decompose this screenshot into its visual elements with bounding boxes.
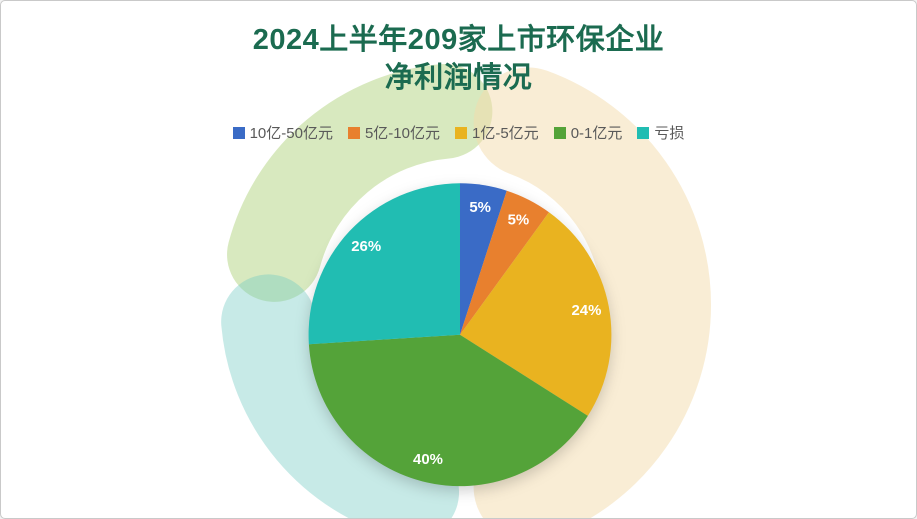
slice-label-4: 26% <box>351 238 381 255</box>
pie-slice-1 <box>459 190 549 335</box>
legend-label: 10亿-50亿元 <box>249 125 333 142</box>
legend-swatch <box>347 126 360 139</box>
pie-slice-3 <box>308 334 588 487</box>
chart-legend: 10亿-50亿元 5亿-10亿元 1亿-5亿元 0-1亿元 亏损 <box>1 122 916 143</box>
watermark-arc <box>473 67 711 518</box>
chart-title-line-2: 净利润情况 <box>384 62 533 95</box>
pie-chart: 5% 5% 24% 40% 26% <box>308 183 612 487</box>
legend-label: 亏损 <box>654 125 685 142</box>
slice-label-2: 24% <box>571 302 601 319</box>
slice-label-1: 5% <box>508 212 530 229</box>
legend-swatch <box>553 126 566 139</box>
legend-swatch <box>637 126 650 139</box>
pie-slice-2 <box>459 212 612 416</box>
slice-label-3: 40% <box>413 451 443 468</box>
legend-item: 亏损 <box>637 122 684 143</box>
chart-title-line-1: 2024上半年209家上市环保企业 <box>252 24 665 56</box>
legend-item: 1亿-5亿元 <box>455 122 539 143</box>
legend-swatch <box>232 126 245 139</box>
legend-label: 5亿-10亿元 <box>364 125 440 142</box>
legend-item: 5亿-10亿元 <box>347 122 440 143</box>
pie-slice-0 <box>459 183 507 335</box>
legend-label: 1亿-5亿元 <box>472 125 539 142</box>
legend-item: 10亿-50亿元 <box>232 122 333 143</box>
watermark-arc <box>227 63 493 302</box>
watermark-arc <box>221 274 460 518</box>
slice-label-0: 5% <box>469 199 491 216</box>
chart-title: 2024上半年209家上市环保企业 净利润情况 <box>1 21 916 98</box>
pie-slice-4 <box>308 183 460 345</box>
legend-swatch <box>455 126 467 139</box>
background-watermark <box>221 63 711 518</box>
legend-item: 0-1亿元 <box>553 122 623 143</box>
legend-label: 0-1亿元 <box>570 125 623 142</box>
